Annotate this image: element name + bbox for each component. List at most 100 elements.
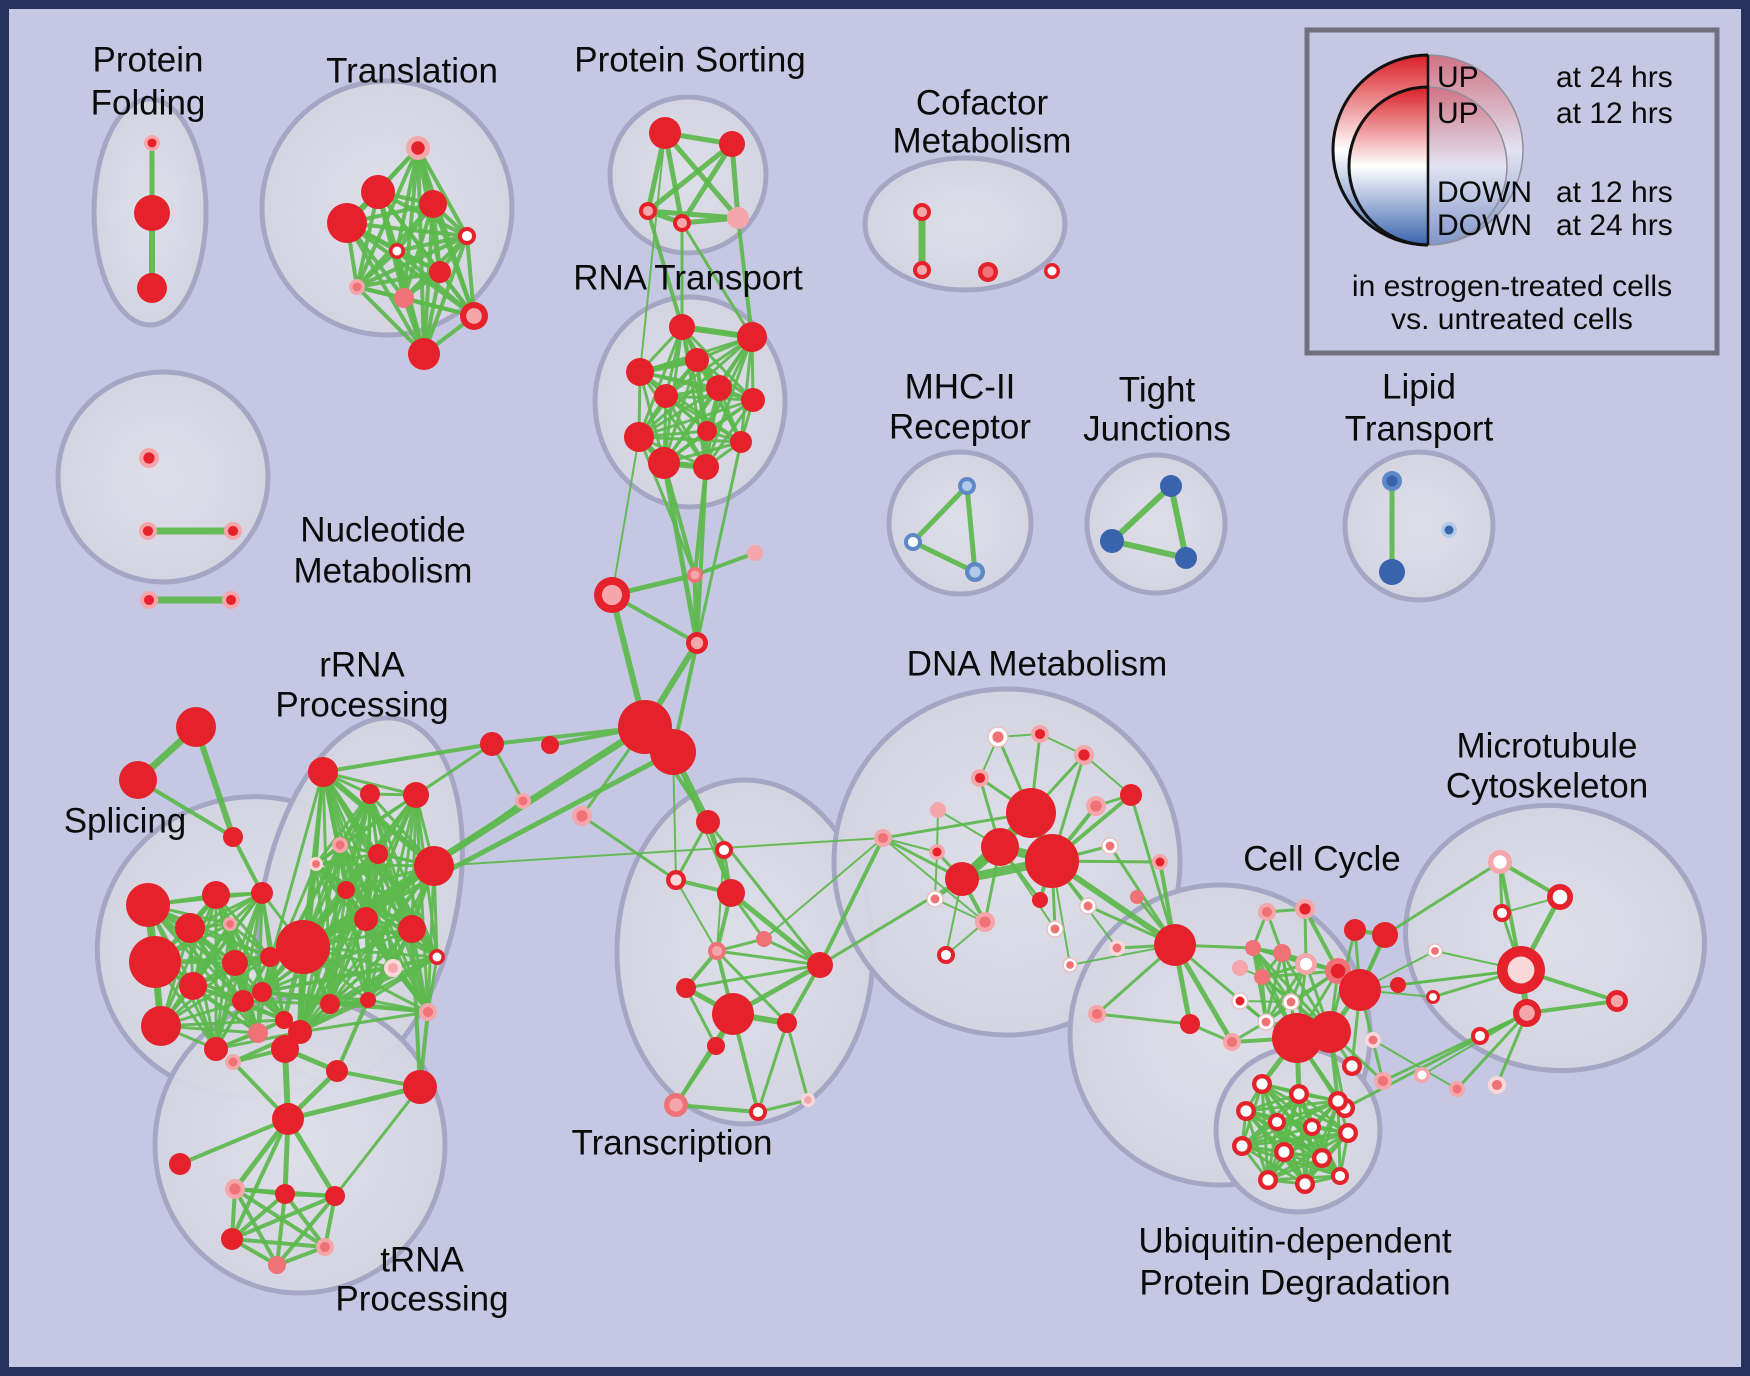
network-node-inner — [711, 380, 727, 396]
network-node-inner — [359, 912, 373, 926]
cluster-label-mhc-ii-receptor: MHC-II — [905, 367, 1016, 406]
network-node-inner — [1429, 993, 1437, 1001]
network-edge — [260, 927, 414, 994]
network-node-inner — [147, 138, 157, 148]
network-node-inner — [721, 1002, 745, 1026]
network-edge — [275, 1192, 287, 1267]
network-node-inner — [933, 805, 943, 815]
network-node-inner — [1474, 1030, 1486, 1042]
network-edge — [638, 370, 755, 402]
network-node-inner — [461, 230, 473, 242]
network-node-inner — [982, 266, 994, 278]
network-node-inner — [181, 919, 199, 937]
network-node-inner — [670, 874, 682, 886]
network-node-inner — [228, 1057, 238, 1067]
network-node-inner — [340, 884, 352, 896]
network-node-inner — [408, 787, 424, 803]
network-node-inner — [422, 854, 446, 878]
network-node-inner — [1283, 1024, 1311, 1052]
network-node-inner — [1299, 1178, 1311, 1190]
cluster-label-tight-junctions: Junctions — [1083, 409, 1231, 448]
network-edge — [1244, 1099, 1340, 1113]
network-node-inner — [752, 1106, 764, 1118]
network-node-inner — [660, 739, 686, 765]
network-node-inner — [724, 136, 740, 152]
legend-entry-time: at 12 hrs — [1556, 176, 1673, 209]
network-node-inner — [659, 389, 673, 403]
network-edge — [684, 986, 718, 1048]
network-edge — [159, 1018, 286, 1028]
network-edge — [395, 249, 476, 318]
network-edge — [695, 440, 743, 645]
network-node-inner — [1276, 947, 1288, 959]
network-edge — [301, 792, 372, 949]
network-edge — [910, 483, 970, 545]
network-node-inner — [135, 892, 161, 918]
network-node-inner — [1179, 551, 1193, 565]
network-edge — [345, 221, 469, 238]
network-node-inner — [723, 885, 739, 901]
cluster-label-nucleotide-metabolism: Nucleotide — [300, 510, 465, 549]
network-node-inner — [952, 869, 972, 889]
network-edge — [736, 216, 754, 339]
network-edge — [402, 202, 435, 300]
network-edge — [344, 888, 370, 1002]
network-node-inner — [759, 934, 769, 944]
network-node-inner — [415, 345, 433, 363]
network-node-inner — [1066, 961, 1074, 969]
network-node-inner — [1091, 1008, 1103, 1020]
network-node-inner — [225, 1232, 239, 1246]
network-edge — [664, 394, 755, 402]
network-node-inner — [256, 986, 268, 998]
cluster-ellipse-lipid-transport — [1342, 449, 1496, 603]
network-node-inner — [701, 815, 715, 829]
network-edge — [910, 539, 978, 575]
network-edge — [739, 335, 754, 444]
network-node-inner — [992, 731, 1004, 743]
network-edge — [1095, 1012, 1192, 1026]
network-edge — [882, 837, 938, 853]
network-edge — [260, 843, 342, 994]
network-edge — [230, 1192, 287, 1241]
network-edge — [241, 999, 332, 1006]
network-node-inner — [279, 1110, 297, 1128]
network-node-inner — [143, 594, 155, 606]
network-edge — [230, 1194, 337, 1241]
cluster-label-splicing: Splicing — [64, 801, 187, 840]
network-node-inner — [279, 1188, 291, 1200]
network-node-inner — [1491, 1079, 1503, 1091]
network-node-inner — [404, 921, 420, 937]
network-node-inner — [710, 1040, 722, 1052]
network-edge — [1282, 1131, 1350, 1154]
cluster-label-protein-folding: Folding — [91, 83, 206, 122]
network-edge — [355, 249, 399, 289]
network-edge — [675, 879, 718, 952]
network-node-inner — [669, 1098, 683, 1112]
cluster-label-cell-cycle: Cell Cycle — [1243, 839, 1401, 878]
network-node-inner — [1112, 943, 1122, 953]
cluster-label-protein-folding: Protein — [93, 40, 204, 79]
network-edge — [763, 837, 884, 940]
network-node-inner — [1299, 903, 1311, 915]
network-node-inner — [1105, 841, 1115, 851]
network-node-inner — [674, 319, 690, 335]
legend-entry-label: UP — [1437, 61, 1479, 94]
cluster-ellipse-cofactor-metabolism — [862, 155, 1068, 293]
legend-outer-left-arc — [1331, 53, 1429, 247]
network-node-inner — [1393, 980, 1403, 990]
network-edge — [178, 1117, 290, 1166]
network-edge — [693, 551, 757, 577]
network-edge — [580, 814, 678, 882]
network-node-inner — [422, 1006, 434, 1018]
network-edge — [328, 917, 368, 1006]
network-node-inner — [411, 141, 425, 155]
network-node-inner — [1332, 1095, 1344, 1107]
network-node-inner — [1316, 1152, 1328, 1164]
network-edge — [321, 742, 494, 774]
network-node-inner — [1083, 901, 1093, 911]
network-edge — [1168, 483, 1189, 561]
legend-entry-time: at 24 hrs — [1556, 61, 1673, 94]
network-edge — [637, 398, 755, 439]
network-node-inner — [142, 525, 154, 537]
network-node-inner — [812, 957, 828, 973]
